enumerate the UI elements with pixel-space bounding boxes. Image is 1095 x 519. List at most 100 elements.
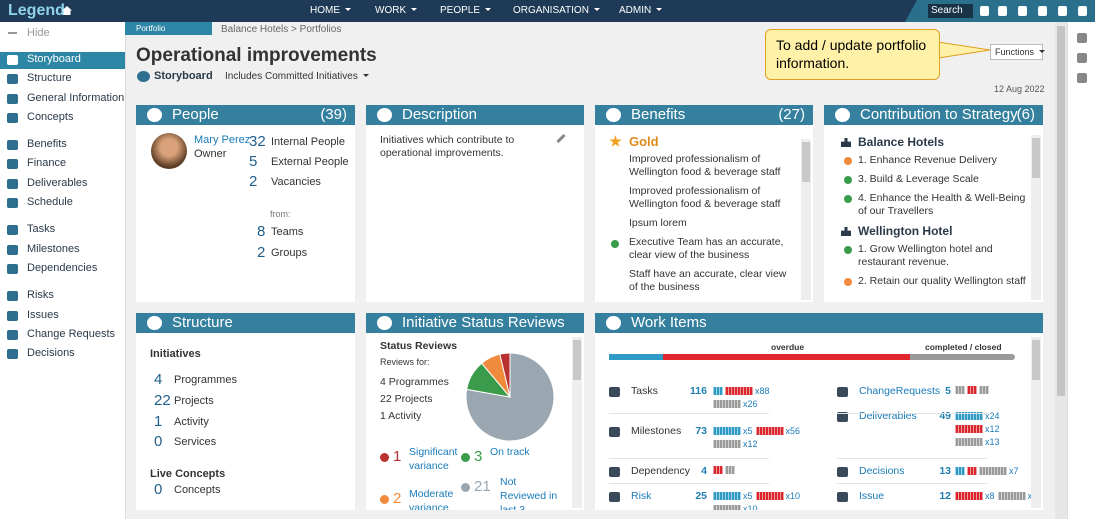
nav-icon[interactable]: [1058, 6, 1067, 16]
legend-value: 2: [393, 490, 402, 507]
tab[interactable]: Portfolio: [125, 22, 212, 35]
stat-value: 2: [249, 173, 258, 190]
legend-value: 3: [474, 448, 483, 465]
chip: [713, 387, 723, 395]
menu-item[interactable]: PEOPLE: [440, 5, 491, 16]
item-count: 13: [939, 465, 951, 477]
org-name: Balance Hotels: [838, 135, 1028, 149]
chip-row: x12: [955, 424, 1003, 434]
goal-dot: [844, 176, 852, 184]
side-icon: [7, 311, 18, 321]
benefit-item: Improved professionalism of Wellington f…: [609, 153, 789, 179]
nav-icon[interactable]: [998, 6, 1007, 16]
item-icon: [609, 492, 620, 502]
item-name[interactable]: Risk: [631, 490, 652, 502]
item-count: 25: [695, 490, 707, 502]
side-icon: [7, 225, 18, 235]
side-item[interactable]: Dependencies: [27, 262, 98, 274]
hide[interactable]: Hide: [27, 27, 50, 39]
chip-label: x56: [785, 426, 801, 436]
stat-label: Vacancies: [271, 176, 321, 188]
chip: [713, 492, 741, 500]
side-icon: [7, 264, 18, 274]
stat-label: Groups: [271, 247, 308, 259]
chip: [713, 440, 741, 448]
side-item[interactable]: Milestones: [27, 243, 80, 255]
item-name[interactable]: Issue: [859, 490, 885, 502]
side-item[interactable]: Benefits: [27, 138, 67, 150]
filter[interactable]: Includes Committed Initiatives: [225, 71, 369, 82]
chip-label: x5: [743, 491, 753, 501]
menu-item[interactable]: WORK: [375, 5, 417, 16]
legend-dot: [461, 453, 470, 462]
menu-item[interactable]: ADMIN: [619, 5, 662, 16]
date: 12 Aug 2022: [994, 84, 1045, 94]
stat-value: 2: [257, 244, 266, 261]
goal-item: 2. Retain our quality Wellington staff: [838, 275, 1028, 288]
strategy-card: Contribution to Strategy (6) Balance Hotel…: [824, 105, 1043, 302]
menu-item[interactable]: HOME: [310, 5, 351, 16]
edit-icon[interactable]: [556, 133, 566, 144]
menu-item[interactable]: ORGANISATION: [513, 5, 600, 16]
rail-icon[interactable]: [1077, 53, 1087, 63]
row-divider: [609, 458, 769, 459]
side-item[interactable]: Issues: [27, 309, 59, 321]
stat-label: Teams: [271, 226, 304, 238]
work-card: Work Items overdue completed / closed Tasks…: [595, 313, 1043, 510]
chip: [955, 467, 965, 475]
benefit-item: Ipsum lorem: [609, 217, 789, 230]
stat-value: 0: [154, 481, 163, 498]
item-icon: [837, 387, 848, 397]
side-item[interactable]: Schedule: [27, 196, 73, 208]
chip: [955, 386, 965, 394]
goal-dot: [844, 278, 852, 286]
side-item[interactable]: General Information: [27, 92, 125, 104]
nav-icon[interactable]: [1018, 6, 1027, 16]
chip: [755, 427, 784, 435]
stat-value: 8: [257, 223, 266, 240]
active-bg: [0, 52, 125, 69]
item-name[interactable]: ChangeRequests: [859, 385, 941, 397]
side-item[interactable]: Finance: [27, 157, 67, 169]
side-item[interactable]: Decisions: [27, 347, 75, 359]
legend-label[interactable]: Significant variance: [409, 446, 458, 472]
side-icon: [7, 55, 18, 65]
goal-text: 4. Enhance the Health & Well-Being of ou…: [858, 192, 1026, 217]
item-name[interactable]: Deliverables: [859, 410, 917, 422]
card-title: Structure: [172, 314, 233, 331]
legend-label[interactable]: Not Reviewed in last 3: [500, 476, 558, 510]
pie-slice[interactable]: [499, 352, 511, 398]
card-count: (6): [1016, 106, 1035, 123]
side-item[interactable]: Storyboard: [27, 53, 81, 65]
benefit-text: Executive Team has an accurate, clear vi…: [629, 236, 784, 261]
legend-label[interactable]: Moderate variance: [409, 488, 454, 510]
side-item[interactable]: Structure: [27, 72, 72, 84]
card-title: Description: [402, 106, 478, 123]
stat-label: External People: [271, 156, 349, 168]
side-item[interactable]: Deliverables: [27, 177, 88, 189]
item-name[interactable]: Decisions: [859, 465, 905, 477]
nav-icon[interactable]: [980, 6, 989, 16]
owner-name[interactable]: Mary Perez: [194, 134, 251, 146]
functions-button[interactable]: Functions: [990, 44, 1043, 60]
search-box[interactable]: Search: [928, 4, 973, 18]
rail-icon[interactable]: [1077, 73, 1087, 83]
card-icon: [835, 108, 850, 122]
legend-label[interactable]: On track: [490, 446, 530, 458]
side-item[interactable]: Tasks: [27, 223, 56, 235]
nav-icon[interactable]: [1038, 6, 1047, 16]
card-header: Benefits (27): [595, 105, 813, 125]
side-item[interactable]: Concepts: [27, 111, 74, 123]
benefit-text: Ipsum lorem: [629, 217, 687, 229]
chip-label: x12: [985, 424, 1000, 434]
nav-icon[interactable]: [1078, 6, 1087, 16]
item-icon: [609, 387, 620, 397]
card-icon: [606, 108, 621, 122]
rail-icon[interactable]: [1077, 33, 1087, 43]
benefit-item: Staff have an accurate, clear view of th…: [609, 268, 789, 294]
page-thumb: [1057, 26, 1065, 396]
card-title: People: [172, 106, 219, 123]
side-item[interactable]: Risks: [27, 289, 54, 301]
side-item[interactable]: Change Requests: [27, 328, 116, 340]
stat-value: 4: [154, 371, 163, 388]
